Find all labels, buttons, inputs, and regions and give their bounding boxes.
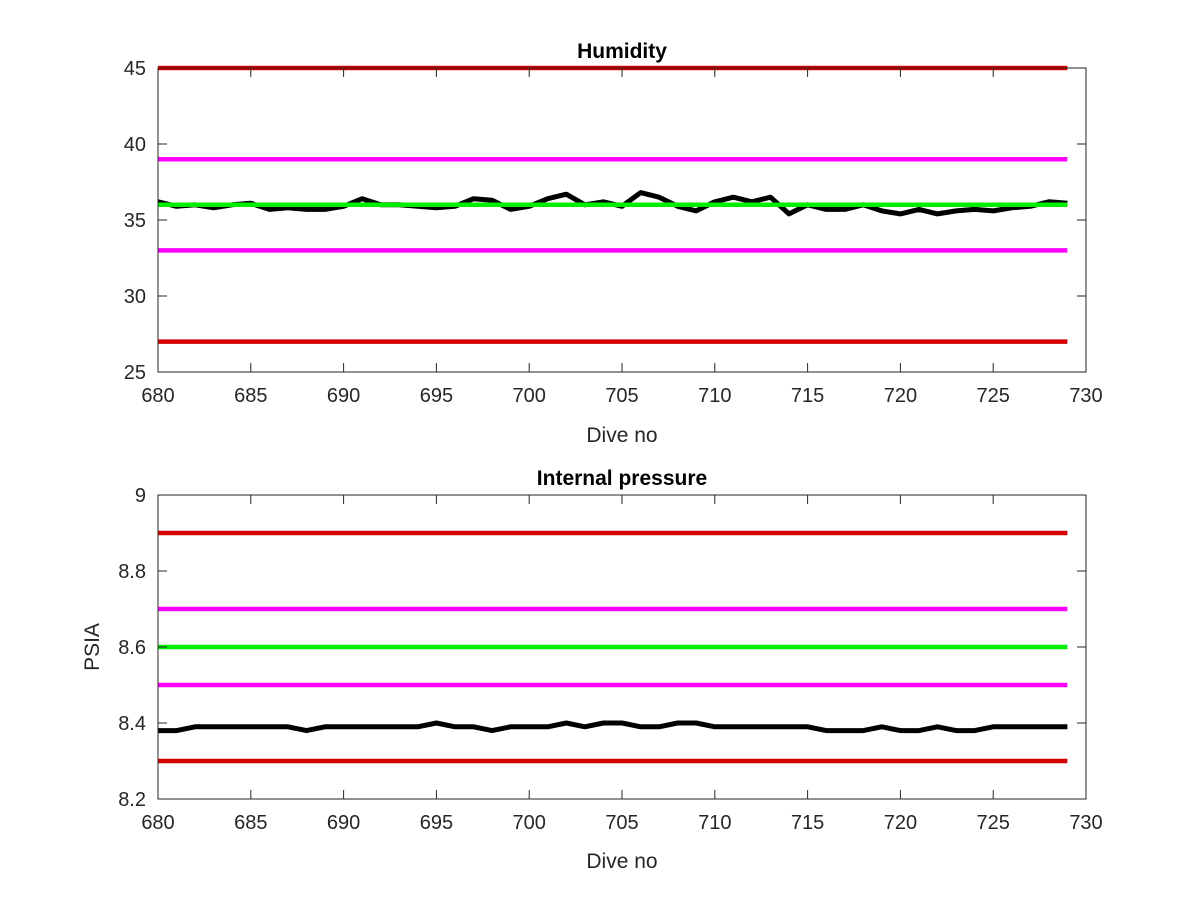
x-axis-label: Dive no — [586, 424, 657, 447]
x-tick-label: 715 — [791, 385, 824, 407]
x-tick-label: 685 — [234, 385, 267, 407]
y-tick-label: 35 — [124, 210, 146, 232]
y-tick-label: 8.2 — [118, 789, 146, 811]
y-tick-label: 8.8 — [118, 561, 146, 583]
x-tick-label: 705 — [605, 812, 638, 834]
x-tick-label: 690 — [327, 385, 360, 407]
x-tick-label: 685 — [234, 812, 267, 834]
y-tick-label: 30 — [124, 286, 146, 308]
y-tick-label: 8.6 — [118, 637, 146, 659]
x-tick-label: 720 — [884, 812, 917, 834]
x-tick-label: 710 — [698, 812, 731, 834]
y-tick-label: 9 — [135, 485, 146, 507]
x-tick-label: 680 — [141, 812, 174, 834]
x-tick-label: 700 — [513, 385, 546, 407]
y-tick-label: 25 — [124, 362, 146, 384]
x-tick-label: 705 — [605, 385, 638, 407]
series-line-6 — [158, 720, 1068, 734]
y-axis-label: PSIA — [81, 623, 104, 671]
y-tick-label: 8.4 — [118, 713, 146, 735]
x-tick-label: 710 — [698, 385, 731, 407]
x-tick-label: 715 — [791, 812, 824, 834]
x-tick-label: 695 — [420, 385, 453, 407]
x-tick-label: 725 — [977, 812, 1010, 834]
humidity-chart: 680 685 690 695 700 705 710 715 720 725 730 25 30 35 4… — [124, 40, 1103, 447]
x-tick-label: 695 — [420, 812, 453, 834]
chart-title: Internal pressure — [537, 467, 707, 490]
x-tick-label: 730 — [1069, 812, 1102, 834]
x-tick-label: 720 — [884, 385, 917, 407]
x-tick-label: 730 — [1069, 385, 1102, 407]
tick-group: 680 685 690 695 700 705 710 715 720 725 730 8.2 8.4 8… — [118, 485, 1103, 834]
y-tick-label: 45 — [124, 58, 146, 80]
series-group — [158, 530, 1068, 764]
chart-title: Humidity — [577, 40, 667, 63]
x-tick-label: 725 — [977, 385, 1010, 407]
plot-area — [158, 68, 1086, 372]
x-tick-label: 700 — [513, 812, 546, 834]
x-axis-label: Dive no — [586, 850, 657, 873]
x-tick-label: 690 — [327, 812, 360, 834]
y-tick-label: 40 — [124, 134, 146, 156]
x-tick-label: 680 — [141, 385, 174, 407]
tick-group: 680 685 690 695 700 705 710 715 720 725 730 25 30 35 4… — [124, 58, 1103, 407]
internal-pressure-chart: 680 685 690 695 700 705 710 715 720 725 730 8.2 8.4 8… — [81, 467, 1103, 873]
